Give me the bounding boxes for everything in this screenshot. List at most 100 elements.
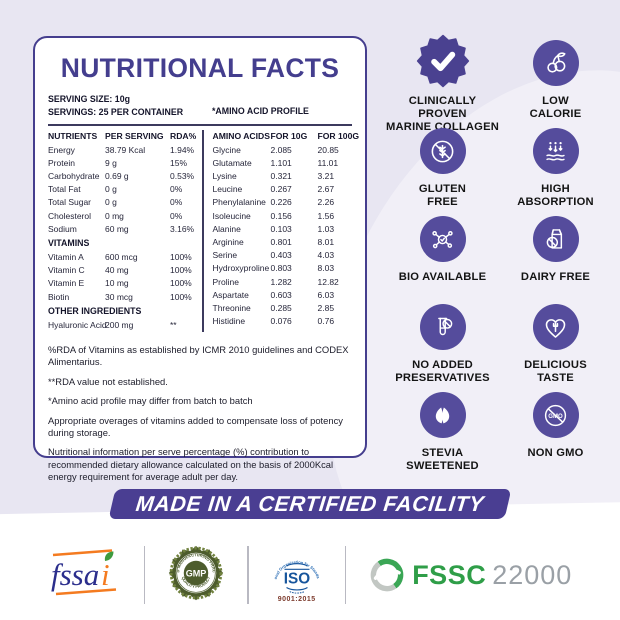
nutrient-row: Protein 9 g 15% <box>48 157 188 168</box>
crossed-test-tube-icon <box>419 304 466 350</box>
tables-area: NUTRIENTS PER SERVING RDA% Energy 38.79 K… <box>35 130 365 333</box>
badge-delicious-taste: DELICIOUS TASTE <box>499 298 612 386</box>
amino-rows: Glycine 2.085 20.85 Glutamate 1.101 11.01 Lysi… <box>213 144 360 329</box>
nutrient-row: Hyaluronic Acid 200 mg ** <box>48 319 177 330</box>
fssc-number: 22000 <box>492 559 573 590</box>
logo-divider <box>247 546 249 604</box>
nutrition-facts-card: NUTRITIONAL FACTS SERVING SIZE: 10g SERV… <box>33 36 367 482</box>
badge-no-added-preservatives: NO ADDED PRESERVATIVES <box>386 298 499 386</box>
badge-dairy-free: DAIRY FREE <box>499 210 612 298</box>
svg-text:GMO: GMO <box>548 413 563 419</box>
absorption-icon <box>532 128 579 174</box>
footnote: Appropriate overages of vitamins added t… <box>48 414 343 439</box>
nutrient-row: Carbohydrate 0.69 g 0.53% <box>48 170 195 181</box>
footnote: %RDA of Vitamins as established by ICMR … <box>48 344 349 368</box>
badge-stevia-sweetened: STEVIA SWEETENED <box>386 386 499 474</box>
amino-acid-row: Proline 1.282 12.82 <box>212 276 339 287</box>
badge-non-gmo: GMO NON GMO <box>499 386 612 474</box>
gmp-seal-logo: GOOD MANUFACTURING PRACTICE QUALITY PROD… <box>166 540 225 607</box>
badge-bio-available: BIO AVAILABLE <box>386 210 499 298</box>
amino-acid-row: Aspartate 0.603 6.03 <box>212 289 335 300</box>
badge-label: DELICIOUS TASTE <box>524 359 587 385</box>
amino-acid-row: Histidine 0.076 0.76 <box>212 316 335 327</box>
fssc-globe-icon <box>370 558 404 592</box>
fssai-text: fssa <box>51 557 99 592</box>
iso-standard-number: 9001:2015 <box>277 595 316 603</box>
amino-acid-row: Arginine 0.801 8.01 <box>212 237 335 247</box>
amino-acid-row: Glycine 2.085 20.85 <box>212 144 339 155</box>
badge-low-calorie: LOW CALORIE <box>499 34 612 122</box>
heart-fork-icon <box>532 304 579 350</box>
amino-acid-row: Leucine 0.267 2.67 <box>212 184 335 195</box>
badge-label: NO ADDED PRESERVATIVES <box>395 359 490 385</box>
banner-text: MADE IN A CERTIFIED FACILITY <box>134 491 486 516</box>
bottom-white-band <box>0 522 620 620</box>
berries-icon <box>532 40 579 86</box>
leaf-icon <box>104 551 114 561</box>
amino-profile-heading: *AMINO ACID PROFILE <box>212 106 309 117</box>
nutrient-row: Biotin 30 mcg 100% <box>48 291 192 302</box>
nutrient-row: Total Sugar 0 g 0% <box>48 197 183 208</box>
badge-label: HIGH ABSORPTION <box>517 183 594 209</box>
nutrient-row: Total Fat 0 g 0% <box>48 184 183 195</box>
badge-label: BIO AVAILABLE <box>398 271 487 283</box>
nutrient-row: Vitamin C 40 mg 100% <box>48 265 192 276</box>
nutrient-row: Cholesterol 0 mg 0% <box>48 210 183 221</box>
amino-acids-table: AMINO ACIDS FOR 10G FOR 100G Glycine 2.08… <box>204 130 360 332</box>
fssai-i-text: i <box>101 557 110 592</box>
badge-label: STEVIA SWEETENED <box>406 447 479 473</box>
badge-high-absorption: HIGH ABSORPTION <box>499 122 612 210</box>
fssai-logo: fssa i <box>48 544 122 607</box>
amino-acid-row: Serine 0.403 4.03 <box>212 250 335 261</box>
logo-divider <box>143 546 146 604</box>
checkmark-seal-icon <box>416 34 470 93</box>
fssc-22000-logo: FSSC 22000 <box>368 556 572 594</box>
nutrients-header-row: NUTRIENTS PER SERVING RDA% <box>48 131 197 142</box>
amino-acid-row: Lysine 0.321 3.21 <box>212 170 335 181</box>
nutrients-table: NUTRIENTS PER SERVING RDA% Energy 38.79 K… <box>48 130 197 332</box>
badge-gluten-free: GLUTEN FREE <box>386 122 499 210</box>
gmp-center-text: GMP <box>186 568 207 578</box>
iso-text: ISO <box>283 570 309 587</box>
crossed-wheat-icon <box>419 128 466 174</box>
molecule-check-icon <box>419 216 466 262</box>
nutrient-row: Energy 38.79 Kcal 1.94% <box>48 144 195 155</box>
nutrient-row: Sodium 60 mg 3.16% <box>48 223 195 234</box>
certified-facility-banner: MADE IN A CERTIFIED FACILITY <box>108 489 512 519</box>
crossed-milk-carton-icon <box>532 216 579 262</box>
badge-label: LOW CALORIE <box>529 95 582 121</box>
amino-header-row: AMINO ACIDS FOR 10G FOR 100G <box>212 131 360 142</box>
amino-acid-row: Threonine 0.285 2.85 <box>212 303 335 314</box>
feature-badges: CLINICALLY PROVEN MARINE COLLAGEN LOW CA… <box>386 34 612 474</box>
amino-acid-row: Glutamate 1.101 11.01 <box>212 157 339 168</box>
badge-label: DAIRY FREE <box>520 271 591 283</box>
serving-size-label: SERVING SIZE: 10g <box>48 94 130 104</box>
footnote: **RDA value not established. <box>48 375 168 387</box>
badge-label: GLUTEN FREE <box>418 183 467 209</box>
certification-logos: fssa i GOOD MANUFACTURING PRACTICE QUALI… <box>0 540 620 607</box>
amino-acid-row: Isoleucine 0.156 1.56 <box>212 210 335 221</box>
badge-clinically-proven: CLINICALLY PROVEN MARINE COLLAGEN <box>386 34 499 133</box>
non-gmo-icon: GMO <box>532 392 579 438</box>
footnote: *Amino acid profile may differ from batc… <box>48 395 253 407</box>
card-title: NUTRITIONAL FACTS <box>60 53 340 83</box>
nutrient-row: Vitamin A 600 mcg 100% <box>48 252 192 262</box>
nutrients-rows: Energy 38.79 Kcal 1.94% Protein 9 g 15% Carboh… <box>48 144 195 332</box>
fssc-name: FSSC <box>412 559 487 590</box>
vertical-divider <box>202 130 204 333</box>
table-section-header: VITAMINS <box>48 238 90 248</box>
table-section-header: OTHER INGREDIENTS <box>48 305 142 316</box>
amino-acid-row: Alanine 0.103 1.03 <box>212 223 335 234</box>
amino-acid-row: Hydroxyproline 0.803 8.03 <box>212 263 335 274</box>
serving-info: SERVING SIZE: 10g SERVINGS: 25 PER CONTA… <box>35 93 365 119</box>
horizontal-divider <box>48 124 352 127</box>
stevia-leaves-icon <box>419 392 466 438</box>
footnote: Nutritional information per serve percen… <box>48 446 334 483</box>
badge-label: NON GMO <box>527 447 584 459</box>
footnotes: %RDA of Vitamins as established by ICMR … <box>35 344 365 484</box>
amino-acid-row: Phenylalanine 0.226 2.26 <box>212 197 335 208</box>
nutrient-row: Vitamin E 10 mg 100% <box>48 278 192 289</box>
servings-per-container-label: SERVINGS: 25 PER CONTAINER <box>48 107 184 118</box>
iso-logo: International Organization for Standardi… <box>271 548 323 603</box>
